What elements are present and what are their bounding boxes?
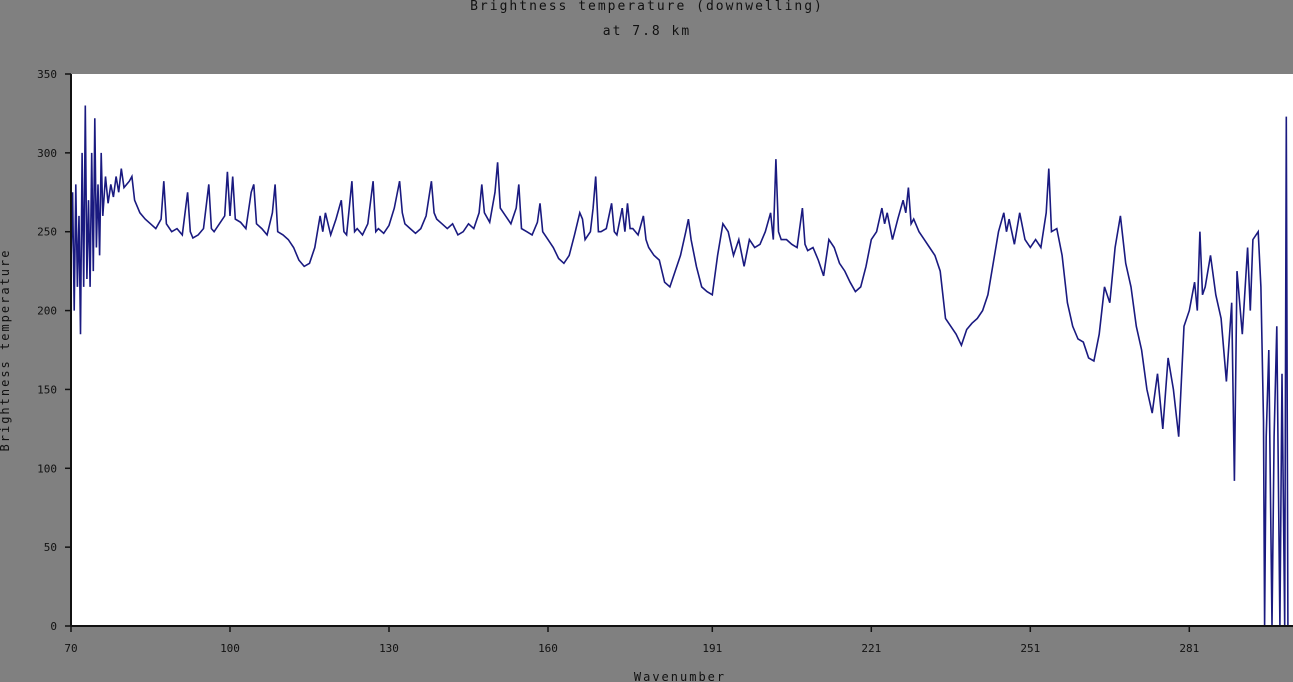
x-tick-label: 251 bbox=[1020, 642, 1040, 655]
series-line bbox=[70, 105, 1289, 627]
x-tick-label: 100 bbox=[220, 642, 240, 655]
y-tick-label: 250 bbox=[37, 226, 57, 239]
x-tick-label: 221 bbox=[861, 642, 881, 655]
y-tick-label: 200 bbox=[37, 305, 57, 318]
y-axis-label: Brightness temperature bbox=[0, 249, 12, 452]
y-tick-label: 300 bbox=[37, 147, 57, 160]
plot-area bbox=[71, 74, 1293, 626]
x-axis: 70 100 130 160 191 221 251 281 bbox=[64, 626, 1199, 655]
x-tick-label: 160 bbox=[538, 642, 558, 655]
series-layer bbox=[70, 105, 1289, 627]
y-tick-label: 350 bbox=[37, 68, 57, 81]
x-tick-label: 191 bbox=[702, 642, 722, 655]
y-tick-label: 0 bbox=[50, 620, 57, 633]
y-axis: 0 50 100 150 200 250 300 350 bbox=[37, 68, 71, 633]
chart-title: Brightness temperature (downwelling) bbox=[470, 0, 824, 14]
y-tick-label: 150 bbox=[37, 383, 57, 396]
x-tick-label: 281 bbox=[1179, 642, 1199, 655]
y-tick-label: 50 bbox=[44, 541, 57, 554]
x-axis-label: Wavenumber bbox=[634, 670, 726, 682]
x-tick-label: 130 bbox=[379, 642, 399, 655]
chart-subtitle: at 7.8 km bbox=[603, 24, 691, 39]
y-tick-label: 100 bbox=[37, 462, 57, 475]
x-tick-label: 70 bbox=[64, 642, 77, 655]
